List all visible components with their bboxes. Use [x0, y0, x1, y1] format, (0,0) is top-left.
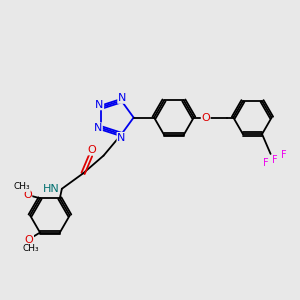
Text: N: N: [118, 93, 126, 103]
Text: CH₃: CH₃: [22, 244, 39, 253]
Text: F: F: [281, 150, 286, 160]
Text: O: O: [201, 112, 210, 122]
Text: O: O: [23, 190, 32, 200]
Text: HN: HN: [42, 184, 59, 194]
Text: N: N: [94, 123, 102, 133]
Text: N: N: [95, 100, 103, 110]
Text: F: F: [263, 158, 268, 169]
Text: CH₃: CH₃: [14, 182, 30, 191]
Text: O: O: [25, 235, 34, 245]
Text: F: F: [272, 155, 278, 165]
Text: N: N: [117, 133, 125, 142]
Text: O: O: [87, 145, 96, 155]
